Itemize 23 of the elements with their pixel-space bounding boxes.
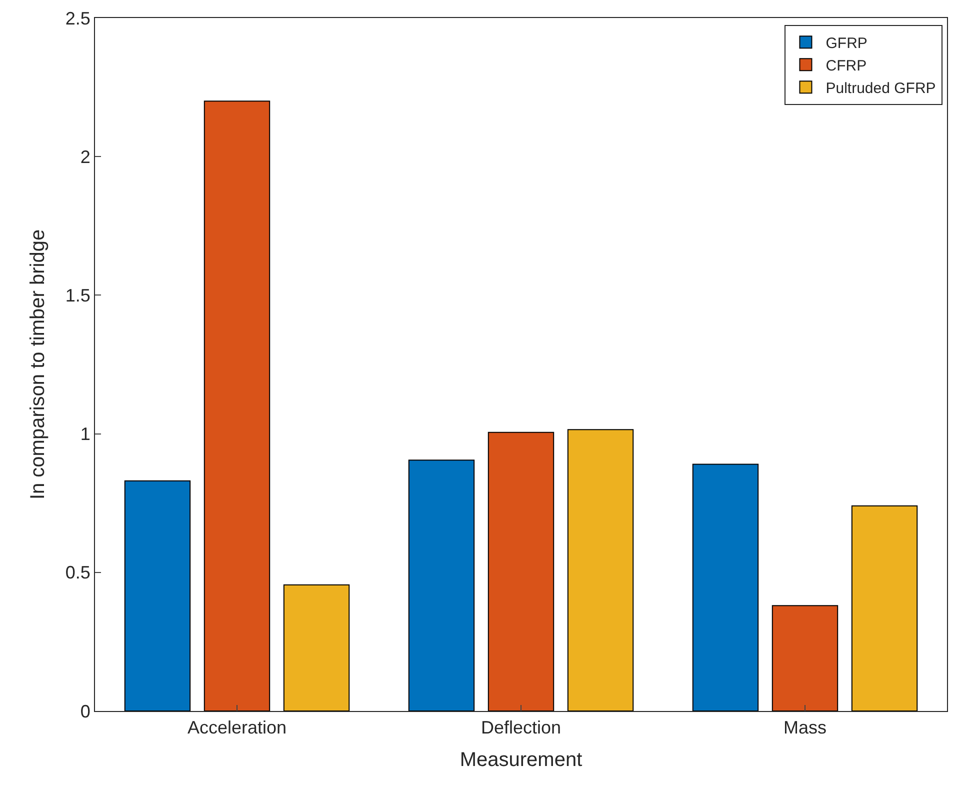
bar	[124, 480, 191, 711]
y-tick-label: 1.5	[65, 286, 90, 306]
y-tick-label: 2	[80, 146, 90, 167]
bar	[204, 100, 270, 711]
legend-label: Pultruded GFRP	[826, 80, 936, 98]
bar	[851, 505, 918, 711]
x-tick-label: Mass	[783, 718, 827, 738]
y-tick-label: 2.5	[65, 8, 90, 28]
bar	[488, 432, 554, 711]
y-axis-title: In comparison to timber bridge	[26, 229, 49, 500]
bar	[772, 605, 838, 711]
y-tick-label: 0	[80, 701, 90, 722]
bar	[567, 429, 634, 711]
y-tick-label: 1	[80, 424, 90, 444]
x-axis-title: Measurement	[460, 749, 583, 772]
x-tick-label: Deflection	[480, 718, 562, 738]
bar	[692, 464, 759, 711]
legend-label: GFRP	[826, 35, 868, 52]
x-tick-label: Acceleration	[187, 718, 287, 738]
legend-label: CFRP	[826, 58, 867, 75]
bar	[283, 584, 350, 711]
y-tick-label: 0.5	[65, 562, 90, 583]
bar	[408, 460, 475, 711]
